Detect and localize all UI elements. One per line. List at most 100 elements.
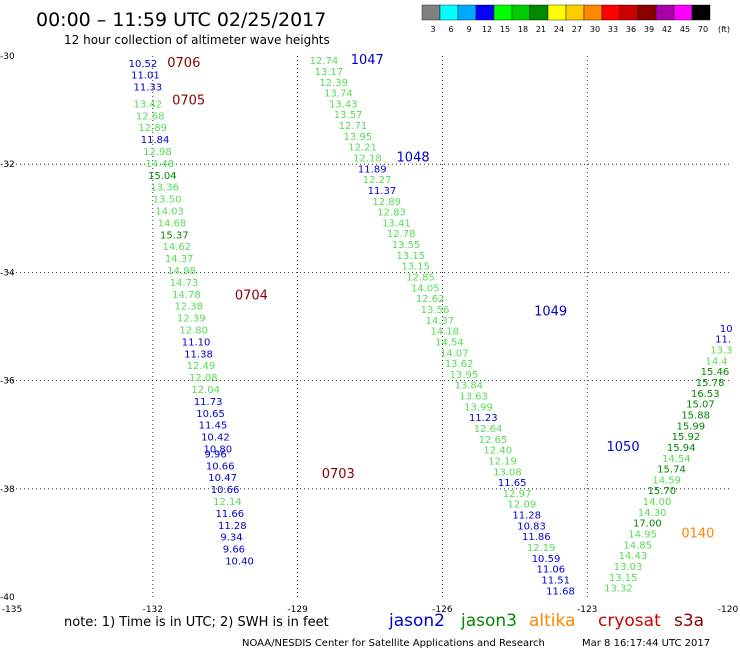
wave-height-label: 11.51 xyxy=(541,575,570,586)
wave-height-label: 12.71 xyxy=(339,121,368,132)
satellite-altika: altika xyxy=(529,611,576,631)
wave-height-label: 12.89 xyxy=(372,197,401,208)
wave-height-label: 14.78 xyxy=(172,290,201,301)
wave-height-label: 14.30 xyxy=(638,508,667,519)
wave-height-label: 12.85 xyxy=(406,273,435,284)
wave-height-label: 13.74 xyxy=(324,89,353,100)
legend-tick-label: 3 xyxy=(430,25,435,34)
legend-tick-label: 70 xyxy=(698,25,708,34)
wave-height-label: 12.83 xyxy=(377,208,406,219)
wave-height-label: 11.65 xyxy=(498,478,527,489)
legend-tick-label: 18 xyxy=(518,25,528,34)
legend-swatch xyxy=(475,4,495,21)
x-tick-label: -132 xyxy=(143,605,163,615)
x-tick-label: -123 xyxy=(577,605,597,615)
wave-height-label: 14.37 xyxy=(426,316,455,327)
wave-height-label: 14.05 xyxy=(411,283,440,294)
legend-swatch xyxy=(673,4,693,21)
wave-height-label: 14.03 xyxy=(155,207,184,218)
wave-height-label: 13.15 xyxy=(609,573,638,584)
wave-height-label: 13.95 xyxy=(343,132,372,143)
wave-height-label: 10.66 xyxy=(211,485,240,496)
wave-height-label: 11.66 xyxy=(216,509,245,520)
wave-height-label: 13.32 xyxy=(604,584,633,595)
wave-height-label: 12.09 xyxy=(508,500,537,511)
page-title: 00:00 – 11:59 UTC 02/25/2017 xyxy=(36,9,326,31)
wave-height-label: 11.45 xyxy=(199,421,228,432)
wave-height-label: 12.74 xyxy=(310,56,339,67)
y-tick-label: -32 xyxy=(0,160,15,170)
wave-height-label: 13.08 xyxy=(493,467,522,478)
legend-unit: (ft) xyxy=(718,25,730,34)
wave-height-label: 12.08 xyxy=(189,373,218,384)
wave-height-label: 11.86 xyxy=(522,532,551,543)
footer-note: note: 1) Time is in UTC; 2) SWH is in fe… xyxy=(64,615,329,630)
wave-height-label: 14.54 xyxy=(435,337,464,348)
time-label: 0706 xyxy=(167,56,200,71)
legend-tick-label: 21 xyxy=(536,25,546,34)
legend-tick-label: 6 xyxy=(448,25,453,34)
wave-height-label: 11.68 xyxy=(546,586,575,597)
y-tick-label: -30 xyxy=(0,52,15,62)
wave-height-label: 13.42 xyxy=(133,99,162,110)
footer-credit: NOAA/NESDIS Center for Satellite Applica… xyxy=(242,638,545,649)
wave-height-label: 15.04 xyxy=(148,171,177,182)
x-tick-label: -135 xyxy=(2,605,22,615)
time-label: 0140 xyxy=(681,526,714,541)
wave-height-label: 15.07 xyxy=(686,400,715,411)
wave-height-label: 10.52 xyxy=(129,59,158,70)
x-tick-label: -126 xyxy=(432,605,453,615)
wave-height-label: 13.3 xyxy=(710,346,732,357)
wave-height-label: 15.94 xyxy=(667,443,696,454)
legend-swatch xyxy=(421,4,441,21)
y-tick-label: -34 xyxy=(0,268,15,278)
wave-height-label: 15.70 xyxy=(648,486,677,497)
wave-height-label: 12.40 xyxy=(483,446,512,457)
legend-swatch xyxy=(547,4,567,21)
wave-height-label: 11.10 xyxy=(182,337,211,348)
legend-swatch xyxy=(583,4,603,21)
wave-height-label: 13.17 xyxy=(314,67,343,78)
wave-height-label: 12.98 xyxy=(143,147,172,158)
time-label: 1048 xyxy=(397,150,430,165)
altimeter-tracks: 10.5211.0111.3313.4212.6812.8911.8412.98… xyxy=(129,53,733,597)
satellite-legend: jason2 jason3 altika cryosat s3a xyxy=(388,611,704,631)
wave-height-label: 11.23 xyxy=(469,413,498,424)
wave-height-label: 14.37 xyxy=(165,254,194,265)
wave-height-label: 10 xyxy=(720,324,733,335)
wave-height-label: 9.96 xyxy=(204,449,226,460)
page-subtitle: 12 hour collection of altimeter wave hei… xyxy=(64,33,330,47)
wave-height-label: 11.37 xyxy=(368,186,397,197)
wave-height-label: 11.89 xyxy=(358,164,387,175)
wave-height-label: 10.83 xyxy=(517,521,546,532)
legend-tick-label: 39 xyxy=(644,25,654,34)
wave-height-label: 13.56 xyxy=(421,305,450,316)
time-label: 0705 xyxy=(172,94,205,109)
legend-swatch xyxy=(457,4,477,21)
wave-height-label: 10.65 xyxy=(196,409,225,420)
legend-swatch xyxy=(691,4,711,21)
wave-height-label: 9.34 xyxy=(220,533,242,544)
wave-height-label: 12.89 xyxy=(138,123,167,134)
legend-tick-label: 42 xyxy=(662,25,672,34)
wave-height-label: 11.84 xyxy=(141,135,170,146)
wave-height-label: 12.19 xyxy=(527,543,556,554)
time-label: 1050 xyxy=(607,440,640,455)
wave-height-label: 13.63 xyxy=(459,392,488,403)
wave-height-label: 13.41 xyxy=(382,218,411,229)
legend-tick-label: 15 xyxy=(500,25,510,34)
track-jason2-middle: 12.7413.1712.3913.7413.4313.5712.7113.95… xyxy=(310,53,640,597)
legend-swatch xyxy=(529,4,549,21)
wave-height-label: 12.27 xyxy=(363,175,392,186)
wave-height-label: 11.28 xyxy=(218,521,247,532)
wave-height-label: 15.46 xyxy=(701,367,730,378)
legend-swatch xyxy=(439,4,459,21)
wave-height-label: 11.01 xyxy=(131,71,160,82)
wave-height-label: 13.55 xyxy=(392,240,421,251)
wave-height-label: 15.37 xyxy=(160,230,189,241)
wave-height-label: 12.04 xyxy=(191,385,220,396)
wave-height-label: 14.43 xyxy=(619,551,648,562)
wave-height-label: 15.88 xyxy=(681,410,710,421)
satellite-cryosat: cryosat xyxy=(598,611,661,631)
